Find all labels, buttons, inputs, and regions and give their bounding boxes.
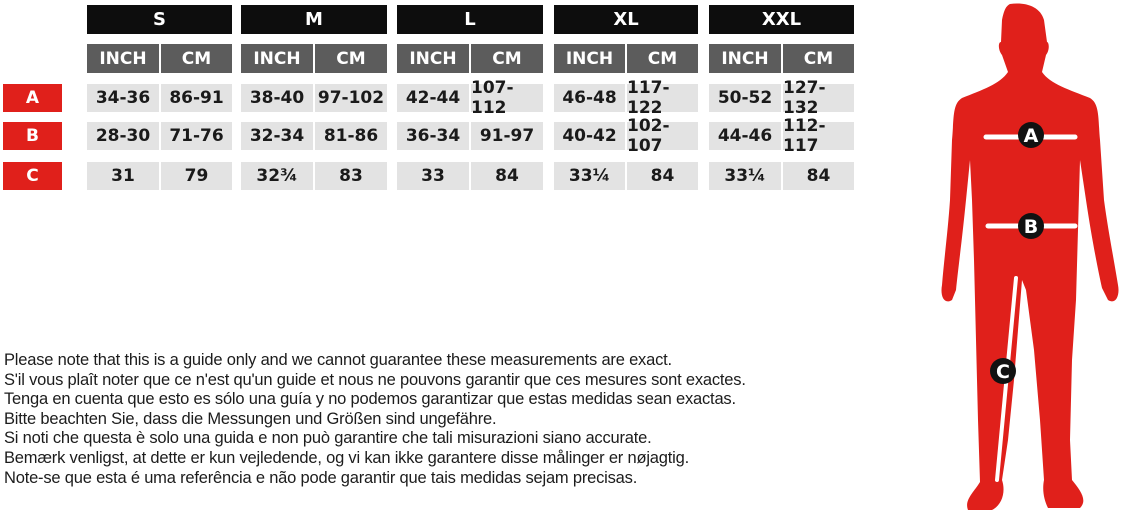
note-line: Tenga en cuenta que esto es sólo una guí…: [4, 390, 736, 409]
unit-header-cm: CM: [161, 44, 232, 73]
cell-inch: 33¼: [554, 162, 625, 190]
size-header-xl: XL: [554, 5, 698, 34]
cell-cm: 127-132: [783, 78, 854, 118]
unit-header-inch: INCH: [87, 44, 159, 73]
row-label-b: B: [3, 122, 62, 150]
marker-c-circle: [990, 358, 1016, 384]
cell-inch: 33: [397, 162, 469, 190]
cell-inch: 33¼: [709, 162, 781, 190]
body-silhouette: [941, 3, 1119, 511]
cell-inch: 32¾: [241, 162, 313, 190]
note-line: Bitte beachten Sie, dass die Messungen u…: [4, 409, 497, 428]
unit-header-cm: CM: [471, 44, 543, 73]
unit-header-inch: INCH: [554, 44, 625, 73]
note-line: Si noti che questa è solo una guida e no…: [4, 429, 652, 448]
cell-cm: 97-102: [315, 84, 387, 112]
unit-header-inch: INCH: [709, 44, 781, 73]
marker-b-circle: [1018, 213, 1044, 239]
note-line: Please note that this is a guide only an…: [4, 351, 672, 369]
note-line: Note-se que esta é uma referência e não …: [4, 468, 638, 487]
size-header-xxl: XXL: [709, 5, 854, 34]
unit-header-cm: CM: [783, 44, 854, 73]
cell-cm: 71-76: [161, 122, 232, 150]
unit-header-inch: INCH: [397, 44, 469, 73]
size-header-s: S: [87, 5, 232, 34]
row-label-a: A: [3, 84, 62, 112]
cell-cm: 117-122: [627, 78, 698, 118]
cell-cm: 81-86: [315, 122, 387, 150]
size-header-m: M: [241, 5, 387, 34]
marker-a-circle: [1018, 122, 1044, 148]
note-line: Bemærk venligst, at dette er kun vejlede…: [4, 448, 689, 467]
cell-cm: 79: [161, 162, 232, 190]
cell-cm: 84: [471, 162, 543, 190]
cell-cm: 84: [783, 162, 854, 190]
cell-inch: 31: [87, 162, 159, 190]
note-line: S'il vous plaît noter que ce n'est qu'un…: [4, 370, 746, 389]
cell-inch: 38-40: [241, 84, 313, 112]
unit-header-cm: CM: [315, 44, 387, 73]
marker-c: C: [996, 361, 1010, 383]
body-measurement-figure: A B C: [941, 3, 1119, 511]
cell-cm: 84: [627, 162, 698, 190]
marker-a: A: [1024, 125, 1039, 147]
cell-inch: 34-36: [87, 84, 159, 112]
cell-cm: 112-117: [783, 116, 854, 156]
cell-inch: 50-52: [709, 84, 781, 112]
cell-cm: 91-97: [471, 122, 543, 150]
disclaimer-notes: Please note that this is a guide only an…: [4, 351, 746, 488]
unit-header-cm: CM: [627, 44, 698, 73]
cell-cm: 102-107: [627, 116, 698, 156]
cell-inch: 28-30: [87, 122, 159, 150]
cell-inch: 36-34: [397, 122, 469, 150]
row-label-c: C: [3, 162, 62, 190]
cell-inch: 42-44: [397, 84, 469, 112]
cell-inch: 40-42: [554, 122, 625, 150]
cell-inch: 32-34: [241, 122, 313, 150]
cell-inch: 44-46: [709, 122, 781, 150]
cell-cm: 107-112: [471, 78, 543, 118]
cell-cm: 83: [315, 162, 387, 190]
marker-b: B: [1024, 216, 1038, 238]
size-header-l: L: [397, 5, 543, 34]
unit-header-inch: INCH: [241, 44, 313, 73]
cell-inch: 46-48: [554, 84, 625, 112]
cell-cm: 86-91: [161, 84, 232, 112]
